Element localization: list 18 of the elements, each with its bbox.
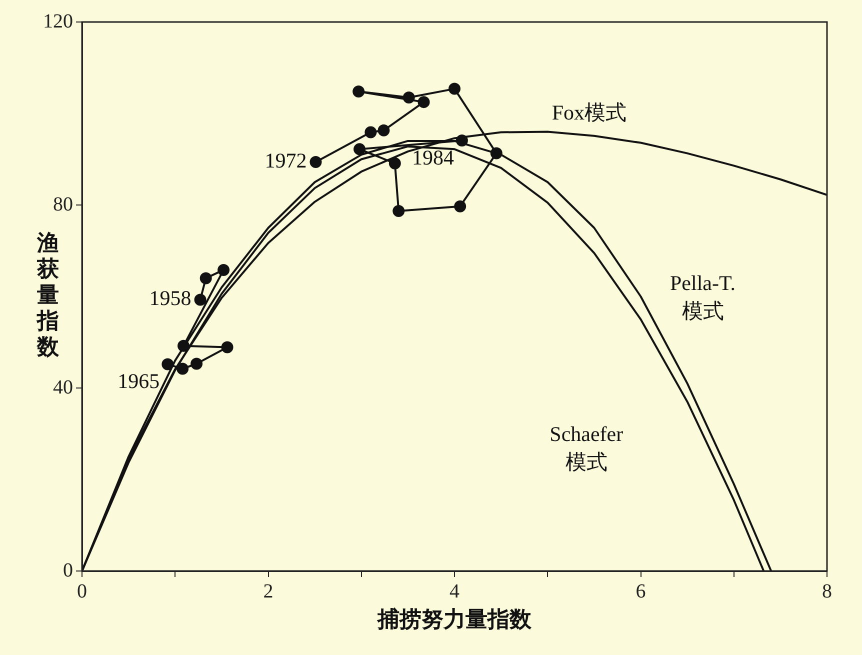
- x-axis-title: 捕捞努力量指数: [376, 606, 532, 633]
- annotation: Fox模式: [552, 100, 627, 124]
- y-tick-label: 40: [53, 376, 73, 398]
- y-tick-label: 120: [43, 10, 73, 32]
- y-tick-label: 0: [63, 559, 73, 582]
- annotation: 1972: [264, 148, 307, 173]
- annotation: 1965: [118, 369, 160, 394]
- y-axis-title: 渔获量指数: [36, 231, 60, 360]
- x-tick-label: 4: [450, 580, 460, 602]
- annotation: Schaefer 模式: [550, 422, 624, 474]
- x-tick-label: 8: [822, 580, 832, 602]
- annotation: 1984: [412, 146, 454, 170]
- y-tick-label: 80: [53, 193, 73, 216]
- x-tick-label: 0: [77, 580, 87, 602]
- x-tick-label: 6: [636, 580, 646, 602]
- x-tick-label: 2: [263, 580, 274, 602]
- annotation: 1958: [149, 286, 192, 310]
- annotation: Pella-T. 模式: [670, 271, 736, 324]
